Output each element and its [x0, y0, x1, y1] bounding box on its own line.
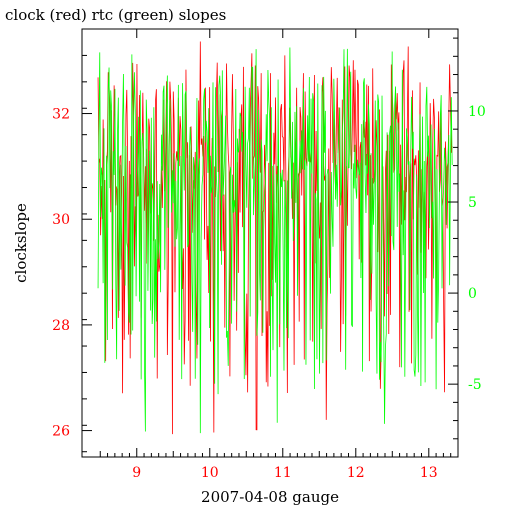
y-left-tick-label: 28	[52, 318, 70, 334]
y-right-tick-label: 0	[468, 286, 477, 302]
clock-series-line	[97, 41, 453, 435]
x-tick-label: 12	[347, 465, 365, 481]
y-left-tick-label: 26	[52, 424, 70, 440]
chart-title: clock (red) rtc (green) slopes	[5, 6, 226, 24]
y-right-tick-label: 10	[468, 104, 486, 120]
axes: 9 10 11 12 13 26 28 30 32 -5 0 5 10	[52, 28, 486, 481]
x-tick-label: 10	[201, 465, 219, 481]
y-right-tick-label: -5	[468, 377, 482, 393]
x-tick-label: 9	[132, 465, 141, 481]
y-left-tick-label: 30	[52, 212, 70, 228]
y-left-tick-label: 32	[52, 107, 70, 123]
plot-lines	[97, 41, 453, 435]
rtc-series-line	[97, 47, 453, 434]
x-tick-label: 11	[274, 465, 292, 481]
plot-frame	[81, 28, 459, 458]
y-axis-label: clockslope	[12, 203, 30, 283]
x-axis-label: 2007-04-08 gauge	[201, 488, 339, 506]
x-tick-label: 13	[420, 465, 438, 481]
y-right-tick-label: 5	[468, 195, 477, 211]
